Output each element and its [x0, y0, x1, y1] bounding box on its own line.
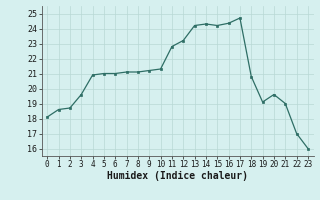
X-axis label: Humidex (Indice chaleur): Humidex (Indice chaleur)	[107, 171, 248, 181]
